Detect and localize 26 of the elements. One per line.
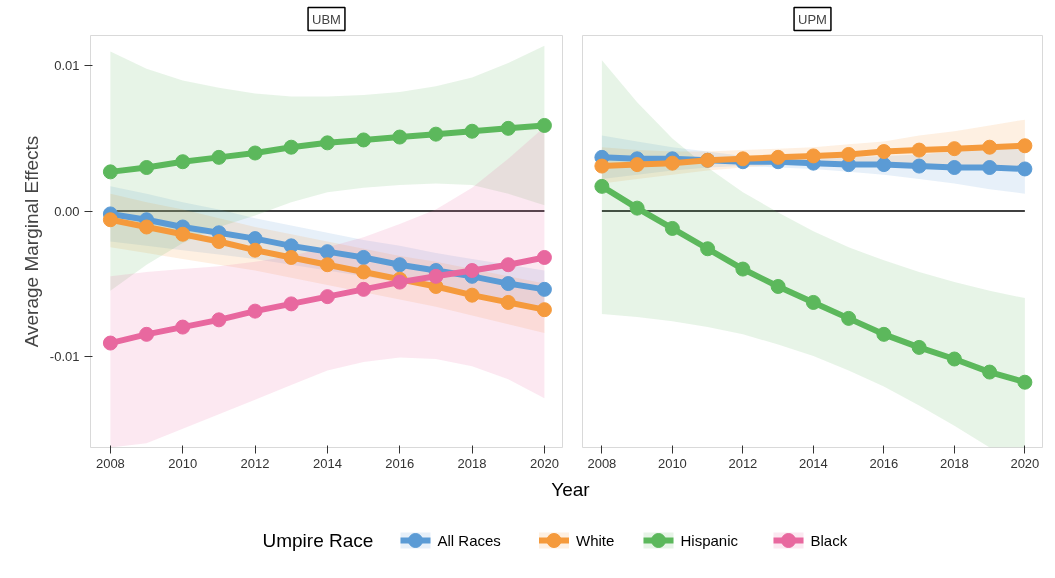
y-tick-label: -0.01: [49, 348, 80, 364]
x-tick-label: 2018: [457, 455, 487, 471]
y-axis-title: Average Marginal Effects: [20, 135, 42, 348]
legend-label: Hispanic: [680, 532, 739, 549]
x-tick-label: 2010: [657, 455, 687, 471]
legend-label: All Races: [437, 532, 501, 549]
x-tick-label: 2018: [939, 455, 969, 471]
y-tick-label: 0.00: [54, 203, 80, 219]
x-tick-label: 2016: [385, 455, 415, 471]
legend-title: Umpire Race: [262, 530, 374, 551]
legend-label: White: [576, 532, 615, 549]
x-tick-label: 2008: [587, 455, 617, 471]
x-tick-label: 2014: [312, 455, 342, 471]
x-axis-title: Year: [551, 478, 591, 500]
x-tick-label: 2008: [95, 455, 125, 471]
x-tick-label: 2010: [168, 455, 198, 471]
legend-label: Black: [810, 532, 848, 549]
x-tick-label: 2016: [869, 455, 899, 471]
x-tick-label: 2012: [240, 455, 270, 471]
x-tick-label: 2020: [529, 455, 559, 471]
chart-title: UPM: [798, 11, 827, 27]
chart-title: UBM: [312, 11, 341, 27]
x-tick-label: 2014: [798, 455, 828, 471]
x-tick-label: 2012: [728, 455, 758, 471]
x-tick-label: 2020: [1010, 455, 1040, 471]
y-tick-label: 0.01: [54, 58, 80, 74]
